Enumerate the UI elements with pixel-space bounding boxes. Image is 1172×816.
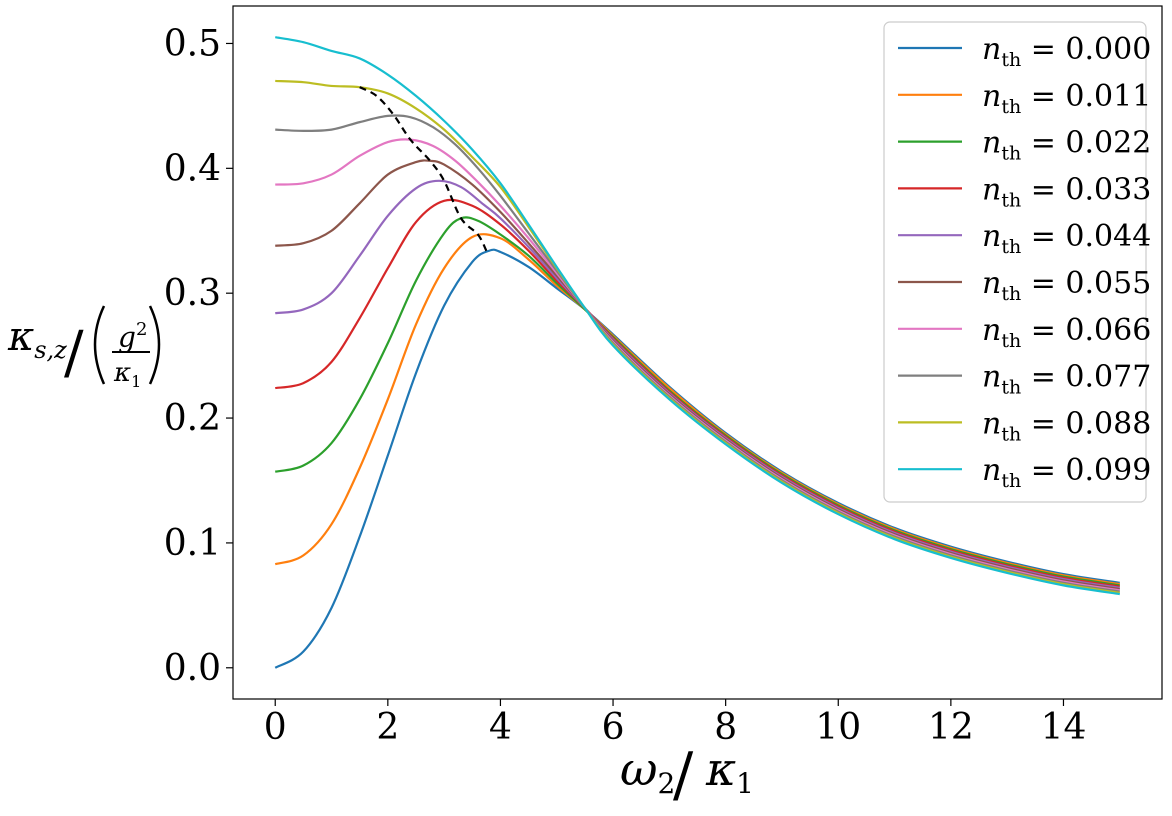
x-axis-label-main: ω: [620, 742, 658, 796]
y-axis-label-num-sup: 2: [136, 319, 147, 340]
x-tick-label: 14: [1041, 707, 1087, 748]
svg-text:κ1: κ1: [705, 742, 754, 800]
peak-curve-layer: [359, 86, 488, 252]
y-axis-label-slash: /: [64, 318, 84, 386]
svg-text:κ1: κ1: [113, 358, 141, 391]
x-axis-label: ω2 / κ1: [620, 740, 754, 810]
x-tick-label: 12: [928, 707, 974, 748]
y-axis-label: κs,z / g2 κ1: [7, 305, 161, 391]
y-axis-label-den-sub: 1: [131, 372, 141, 391]
legend-entry: nth = 0.011: [982, 79, 1151, 118]
x-tick-label: 0: [264, 707, 287, 748]
y-tick-label: 0.3: [164, 273, 221, 314]
series-line-5: [275, 159, 1120, 591]
svg-text:g2: g2: [118, 319, 147, 354]
x-tick-label: 8: [714, 707, 737, 748]
y-tick-label: 0.1: [164, 523, 221, 564]
legend: nth = 0.000 nth = 0.011 nth = 0.022 nth = 0…: [883, 21, 1151, 503]
peak-curve: [359, 86, 488, 252]
legend-entry: nth = 0.000: [982, 32, 1151, 71]
legend-entry: nth = 0.088: [982, 406, 1151, 445]
y-tick-label: 0.0: [164, 648, 221, 689]
plot-frame: [232, 5, 1163, 700]
svg-text:κs,z: κs,z: [7, 314, 67, 364]
x-tick-label: 2: [376, 707, 399, 748]
y-axis-ticks: 0.0 0.1 0.2 0.3 0.4 0.5: [164, 23, 233, 689]
series-line-6: [275, 138, 1120, 592]
legend-entry: nth = 0.077: [982, 360, 1151, 399]
y-axis-label-den: κ: [113, 358, 131, 388]
x-axis-label-slash: /: [673, 740, 694, 810]
legend-entry: nth = 0.066: [982, 313, 1151, 352]
series-line-2: [274, 216, 1120, 587]
y-axis-label-num: g: [118, 321, 136, 354]
legend-entry: nth = 0.055: [982, 266, 1151, 305]
series-line-7: [275, 114, 1120, 593]
legend-entry: nth = 0.033: [982, 172, 1151, 211]
y-tick-label: 0.4: [164, 148, 221, 189]
x-axis-label-sub: 2: [658, 767, 676, 800]
svg-text:ω2: ω2: [620, 742, 675, 800]
series-line-0: [274, 248, 1120, 669]
series-line-9: [275, 36, 1120, 596]
x-axis-label-den-sub: 1: [736, 767, 754, 800]
legend-entry: nth = 0.044: [982, 219, 1151, 258]
x-tick-label: 4: [489, 707, 512, 748]
y-axis-label-left-paren: [93, 305, 106, 385]
y-tick-label: 0.5: [164, 23, 221, 64]
series-layer: [274, 36, 1120, 669]
y-axis-label-right-paren: [148, 305, 161, 385]
x-axis-ticks: 0 2 4 6 8 10 12 14: [264, 699, 1087, 748]
y-axis-label-main: κ: [7, 314, 34, 360]
x-tick-label: 10: [815, 707, 861, 748]
x-tick-label: 6: [602, 707, 625, 748]
series-line-4: [275, 179, 1120, 589]
legend-entry: nth = 0.022: [982, 126, 1151, 165]
legend-entry: nth = 0.099: [982, 453, 1151, 492]
x-axis-label-den: κ: [705, 742, 736, 796]
y-tick-label: 0.2: [164, 398, 221, 439]
y-axis-label-sub: s,z: [34, 336, 67, 364]
